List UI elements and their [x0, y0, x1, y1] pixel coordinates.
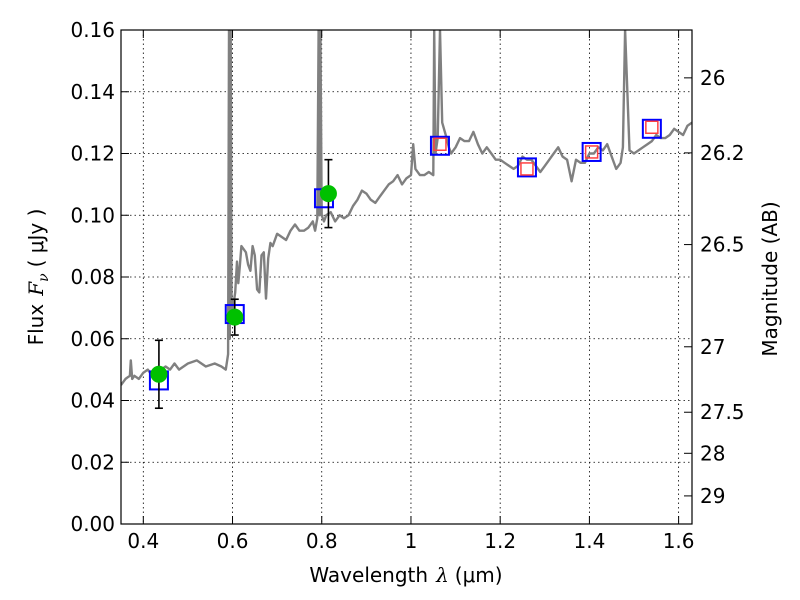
spectrum-line — [121, 30, 692, 386]
observed-point — [150, 365, 168, 383]
y-tick-label: 0.06 — [70, 327, 115, 351]
observed-point — [319, 185, 337, 203]
y2-tick-label: 28 — [700, 441, 725, 465]
model-photometry-square — [516, 157, 537, 178]
x-tick-label: 1.6 — [663, 529, 695, 553]
model-photometry-inner-square — [584, 145, 599, 159]
y-tick-label: 0.14 — [70, 80, 115, 104]
y-axis-label-prefix: Flux — [24, 304, 48, 346]
x-axis-label-unit: (μm) — [455, 563, 503, 587]
x-tick-label: 0.6 — [217, 529, 249, 553]
y-tick-label: 0.02 — [70, 450, 115, 474]
model-photometry-inner-square — [433, 137, 447, 151]
x-tick-label: 1 — [405, 529, 418, 553]
y2-tick-label: 29 — [700, 484, 725, 508]
y-tick-label: 0.08 — [70, 265, 115, 289]
x-axis-label: Wavelength λ (μm) — [309, 563, 502, 587]
y-tick-label: 0.04 — [70, 389, 115, 413]
x-axis-label-prefix: Wavelength — [309, 563, 428, 587]
y-tick-label: 0.10 — [70, 203, 115, 227]
x-tick-label: 1.4 — [573, 529, 605, 553]
y-axis-label: Flux Fν ( μJy ) — [24, 209, 52, 346]
grid — [121, 29, 692, 525]
x-tick-label: 0.8 — [306, 529, 338, 553]
y-axis-label-unit: ( μJy ) — [24, 209, 48, 268]
y-axis-label-var: F — [24, 281, 48, 297]
y-tick-label: 0.16 — [70, 18, 115, 42]
ticks: 0.4 0.6 0.8 1 1.2 1.4 1.6 0.00 0.02 0.04 0.06 0.08 0… — [70, 18, 744, 553]
x-axis-label-var: λ — [435, 563, 449, 587]
observed-point — [226, 308, 244, 326]
model-photometry-square — [581, 141, 602, 162]
y2-tick-label: 27 — [700, 335, 725, 359]
x-tick-label: 1.2 — [484, 529, 516, 553]
x-tick-label: 0.4 — [127, 529, 159, 553]
y2-axis-label: Magnitude (AB) — [758, 201, 782, 356]
y-tick-label: 0.00 — [70, 512, 115, 536]
y2-tick-label: 27.5 — [700, 400, 745, 424]
y2-tick-label: 26.2 — [700, 141, 745, 165]
model-photometry-square — [641, 118, 662, 139]
model-photometry-inner-square — [520, 162, 534, 176]
plot-area — [121, 30, 692, 410]
y2-tick-label: 26.5 — [700, 233, 745, 257]
y-axis-label-sub: ν — [36, 273, 52, 282]
model-photometry-inner-square — [645, 120, 659, 135]
model-photometry-square — [429, 135, 450, 156]
y2-tick-label: 26 — [700, 66, 725, 90]
y-tick-label: 0.12 — [70, 142, 115, 166]
